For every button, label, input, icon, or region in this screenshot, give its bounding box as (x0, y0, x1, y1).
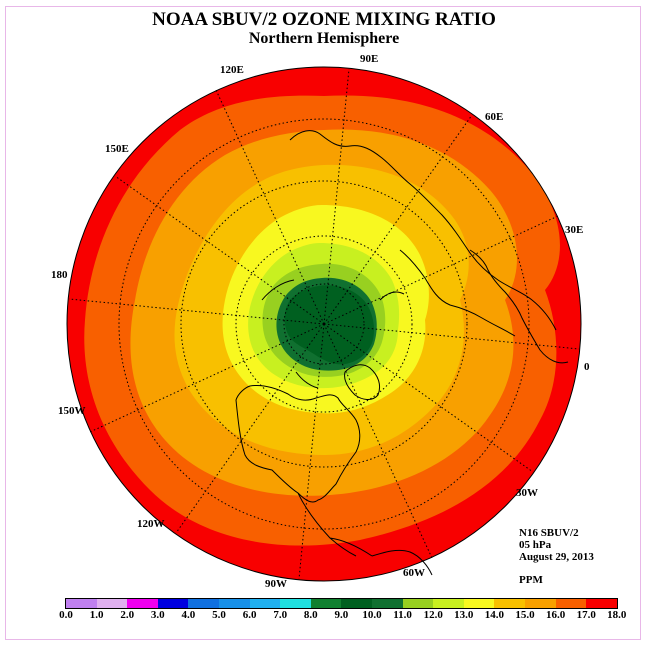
map-title: NOAA SBUV/2 OZONE MIXING RATIO (152, 9, 496, 30)
color-swatch (218, 599, 250, 608)
color-scale-tick-label: 9.0 (334, 609, 349, 621)
meridian-line (323, 323, 534, 473)
meridian-line (323, 215, 559, 325)
coastlines (235, 130, 569, 576)
latitude-circle (180, 180, 468, 468)
color-swatch (494, 599, 525, 608)
color-scale-tick-label: 6.0 (242, 609, 257, 621)
meridian-line (298, 323, 325, 580)
lon-label-0: 0 (584, 361, 590, 373)
color-scale-tick-label: 5.0 (212, 609, 226, 621)
eurasia-coastline (289, 130, 557, 337)
color-swatch (127, 599, 158, 608)
color-scale-tick-label: 17.0 (576, 609, 596, 621)
color-scale-bar (65, 598, 618, 609)
color-scale-tick-label: 3.0 (150, 609, 165, 621)
map-subtitle: Northern Hemisphere (248, 30, 400, 47)
color-swatch (249, 599, 281, 608)
date-text: August 29, 2013 (519, 551, 594, 563)
color-swatch (402, 599, 434, 608)
north-america-coastline (235, 385, 361, 503)
latitude-circle (283, 283, 365, 365)
color-swatch (555, 599, 587, 608)
color-scale-tick-label: 0.0 (59, 609, 73, 621)
color-scale-tick-label: 13.0 (454, 609, 474, 621)
lon-label-150e: 150E (105, 143, 129, 155)
greenland-coastline (344, 364, 381, 400)
color-scale-tick-label: 15.0 (515, 609, 535, 621)
color-swatch (341, 599, 372, 608)
color-swatch (463, 599, 495, 608)
meridian-line (215, 89, 325, 325)
color-scale-tick-label: 10.0 (362, 609, 382, 621)
pressure-level-text: 05 hPa (519, 539, 552, 551)
color-swatch (66, 599, 97, 608)
meridian-line (175, 323, 325, 534)
units-label: PPM (519, 574, 543, 586)
lon-label-180: 180 (51, 269, 68, 281)
europe-coastline (469, 249, 569, 364)
color-swatch (433, 599, 464, 608)
lon-label-120e: 120E (220, 64, 244, 76)
meridian-line (323, 114, 473, 325)
south-america-coastline (371, 549, 433, 576)
arctic-coastline (261, 279, 405, 389)
color-scale-tick-label: 16.0 (545, 609, 566, 621)
color-swatch (524, 599, 556, 608)
figure-frame (5, 6, 641, 640)
lon-label-150w: 150W (58, 405, 86, 417)
graticule (68, 68, 580, 580)
ozone-field (67, 67, 581, 581)
color-scale-tick-label: 14.0 (484, 609, 505, 621)
lon-label-30w: 30W (516, 487, 538, 499)
meridian-line (323, 323, 433, 559)
meridian-line (114, 175, 325, 325)
color-swatch (310, 599, 342, 608)
meridian-line (323, 323, 580, 350)
color-scale-tick-label: 8.0 (303, 609, 318, 621)
central-america-coastline (297, 492, 373, 557)
instrument-text: N16 SBUV/2 (519, 527, 579, 539)
color-swatch (280, 599, 311, 608)
color-swatch (371, 599, 403, 608)
meridian-line (323, 68, 350, 325)
latitude-circle (118, 118, 530, 530)
color-scale-tick-label: 12.0 (423, 609, 443, 621)
color-scale-tick-label: 7.0 (273, 609, 288, 621)
color-scale-tick-label: 18.0 (607, 609, 627, 621)
color-scale-tick-label: 2.0 (120, 609, 135, 621)
color-scale-labels: 0.0 1.0 2.0 3.0 4.0 5.0 6.0 7.0 8.0 9.0 10.0 11.0 12… (0, 609, 648, 623)
color-swatch (188, 599, 219, 608)
color-scale-tick-label: 4.0 (181, 609, 196, 621)
meridian-line (68, 298, 325, 325)
lon-label-60e: 60E (485, 111, 503, 123)
color-scale-tick-label: 1.0 (89, 609, 104, 621)
meridian-line (89, 323, 325, 433)
longitude-labels: 90E 60E 30E 0 30W 60W 90W 120W 150W 180 … (51, 53, 590, 590)
lon-label-30e: 30E (565, 224, 583, 236)
dataset-info: N16 SBUV/2 05 hPa August 29, 2013 (519, 527, 594, 563)
color-swatch (96, 599, 128, 608)
color-swatch (157, 599, 189, 608)
color-swatch (586, 599, 617, 608)
lon-label-60w: 60W (403, 567, 425, 579)
globe-outline (66, 66, 582, 582)
latitude-circle (235, 235, 413, 413)
lon-label-90e: 90E (360, 53, 378, 65)
color-scale-tick-label: 11.0 (393, 609, 412, 621)
lon-label-90w: 90W (265, 578, 287, 590)
lon-label-120w: 120W (137, 518, 165, 530)
